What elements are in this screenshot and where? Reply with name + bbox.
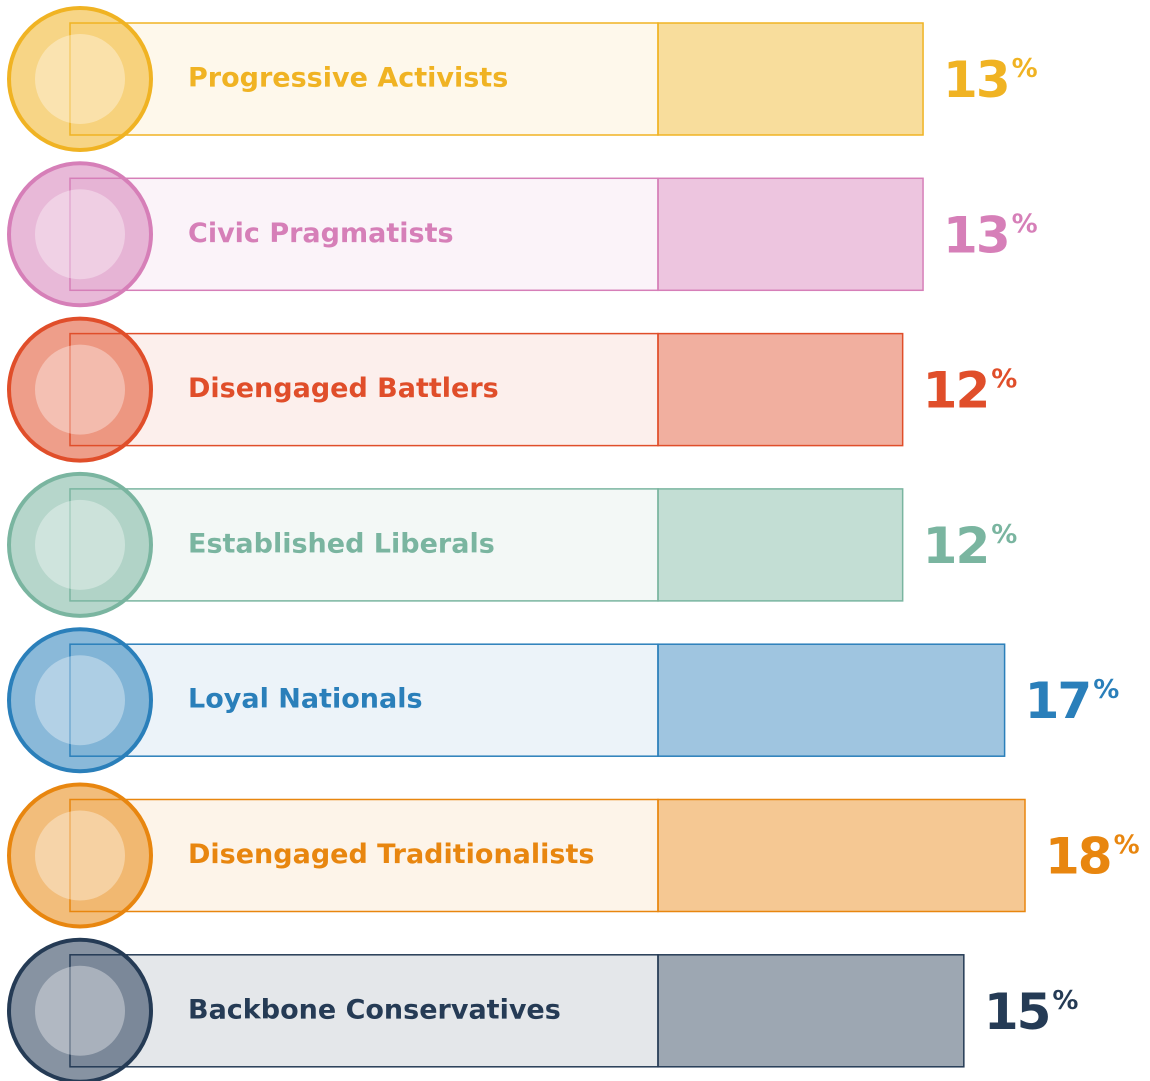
bar (657, 332, 904, 447)
value-label: 13% (943, 206, 1038, 264)
segment-icon-inner (35, 655, 125, 746)
category-label: Disengaged Traditionalists (188, 839, 594, 870)
bar (657, 22, 924, 136)
value-label: 17% (1025, 672, 1120, 730)
segment-icon (7, 627, 153, 774)
segment-icon-inner (35, 965, 125, 1056)
label-background (69, 177, 659, 292)
bar (657, 177, 924, 292)
value-label: 12% (923, 516, 1018, 574)
value-label: 18% (1045, 827, 1140, 885)
category-label: Progressive Activists (188, 63, 508, 94)
category-label: Backbone Conservatives (188, 994, 561, 1025)
segment-icon (7, 6, 153, 152)
bar (657, 643, 1006, 757)
value-label: 12% (923, 361, 1018, 419)
segment-icon-inner (35, 810, 125, 901)
category-label: Established Liberals (188, 528, 495, 559)
segment-icon (7, 161, 153, 308)
segment-icon-inner (35, 499, 125, 590)
label-background (69, 954, 659, 1068)
category-label: Disengaged Battlers (188, 373, 499, 404)
segment-icon-inner (35, 34, 125, 124)
segment-icon-inner (35, 189, 125, 280)
category-label: Civic Pragmatists (188, 218, 454, 249)
segment-icon (7, 316, 153, 463)
label-background (69, 643, 659, 757)
label-background (69, 798, 659, 913)
label-background (69, 332, 659, 447)
segment-icon (7, 937, 153, 1081)
bar (657, 798, 1026, 913)
category-label: Loyal Nationals (188, 684, 423, 715)
bar (657, 954, 965, 1068)
segment-icon (7, 471, 153, 618)
value-label: 15% (984, 982, 1079, 1040)
value-label: 13% (943, 51, 1038, 109)
segment-icon-inner (35, 344, 125, 435)
bar (657, 488, 904, 602)
label-background (69, 488, 659, 602)
label-background (69, 22, 659, 136)
segment-icon (7, 782, 153, 929)
